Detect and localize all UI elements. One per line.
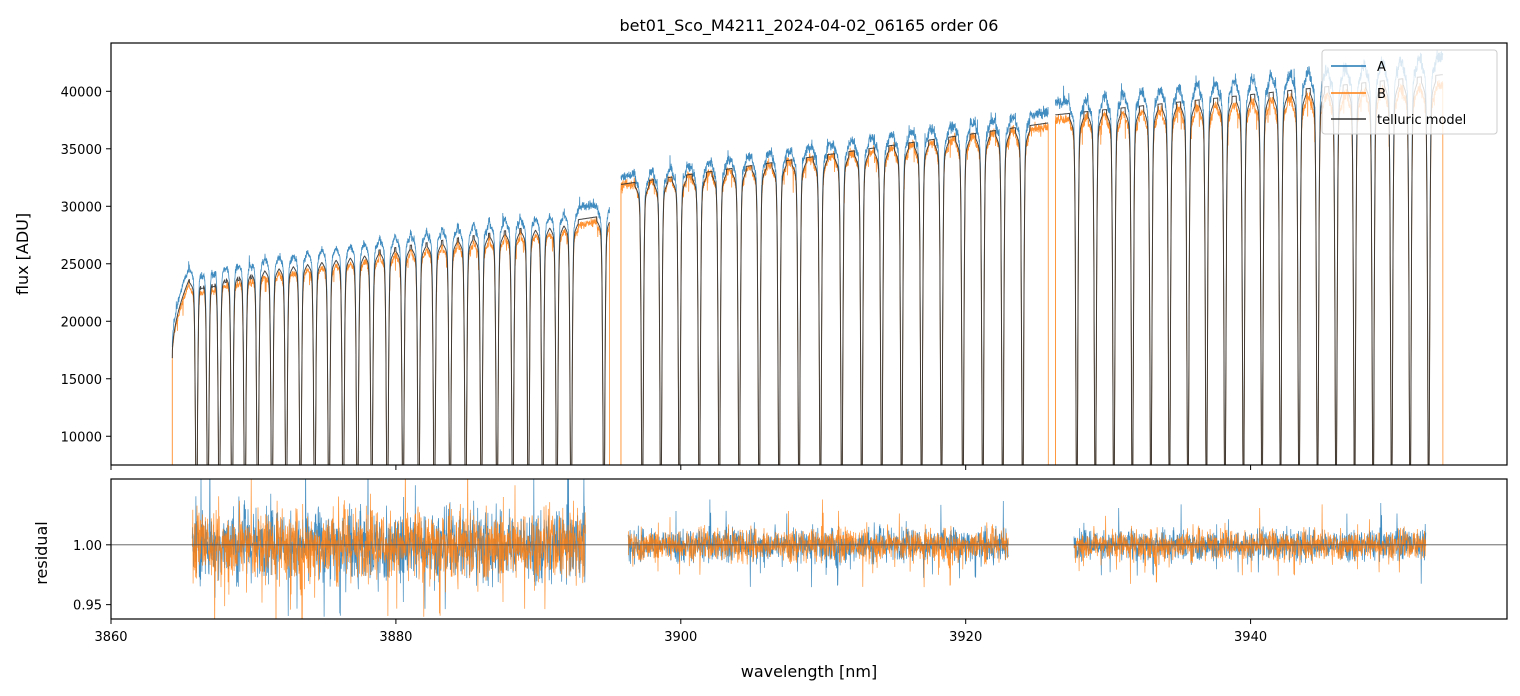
residual-line-b-seg2 xyxy=(1073,504,1427,584)
telluric-model-line-seg0 xyxy=(171,216,610,465)
flux-line-a-seg0 xyxy=(171,196,610,465)
flux-y-tick-label: 35000 xyxy=(61,143,102,158)
legend-box xyxy=(1321,49,1498,135)
flux-series-group xyxy=(171,49,1444,465)
legend-label-a: A xyxy=(1377,60,1386,75)
flux-y-tick-label: 15000 xyxy=(61,373,102,388)
x-tick-label: 3920 xyxy=(949,630,982,645)
flux-panel-frame xyxy=(110,42,1508,466)
residual-y-ticks: 0.95 1.00 xyxy=(73,539,111,614)
flux-y-label: flux [ADU] xyxy=(13,213,32,295)
flux-y-tick-label: 20000 xyxy=(61,315,102,330)
flux-line-b-seg1 xyxy=(620,121,1049,465)
x-tick-label: 3860 xyxy=(94,630,127,645)
legend: A B telluric model xyxy=(1321,49,1498,135)
residual-panel-frame xyxy=(110,478,1508,620)
flux-y-tick-label: 25000 xyxy=(61,258,102,273)
flux-y-tick-label: 10000 xyxy=(61,430,102,445)
flux-line-b-seg0 xyxy=(171,217,610,465)
residual-series-group xyxy=(111,479,1507,619)
residual-y-tick-label: 0.95 xyxy=(73,599,102,614)
legend-label-b: B xyxy=(1377,87,1386,102)
x-tick-label: 3900 xyxy=(664,630,697,645)
residual-panel: 0.95 1.00 3860 3880 3900 3920 3940 residual w… xyxy=(32,478,1508,681)
x-tick-label: 3880 xyxy=(379,630,412,645)
residual-line-b-seg1 xyxy=(627,499,1009,588)
x-axis-label: wavelength [nm] xyxy=(741,662,878,681)
flux-y-tick-label: 30000 xyxy=(61,200,102,215)
chart-title: bet01_Sco_M4211_2024-04-02_06165 order 0… xyxy=(620,16,999,36)
flux-line-a-seg1 xyxy=(620,105,1049,465)
flux-y-tick-label: 40000 xyxy=(61,85,102,100)
flux-x-ticks xyxy=(110,465,1252,470)
residual-y-tick-label: 1.00 xyxy=(73,539,102,554)
residual-x-ticks: 3860 3880 3900 3920 3940 xyxy=(94,619,1267,645)
residual-line-b-seg0 xyxy=(191,479,586,619)
telluric-model-line-seg1 xyxy=(621,122,1049,465)
legend-label-telluric-model: telluric model xyxy=(1377,113,1466,128)
flux-panel: 10000 15000 20000 25000 30000 35000 40000 flux… xyxy=(13,42,1508,470)
flux-y-ticks: 10000 15000 20000 25000 30000 35000 40000 xyxy=(61,85,111,445)
x-tick-label: 3940 xyxy=(1234,630,1267,645)
residual-y-label: residual xyxy=(32,521,51,584)
telluric-model-line-seg2 xyxy=(1055,74,1443,465)
